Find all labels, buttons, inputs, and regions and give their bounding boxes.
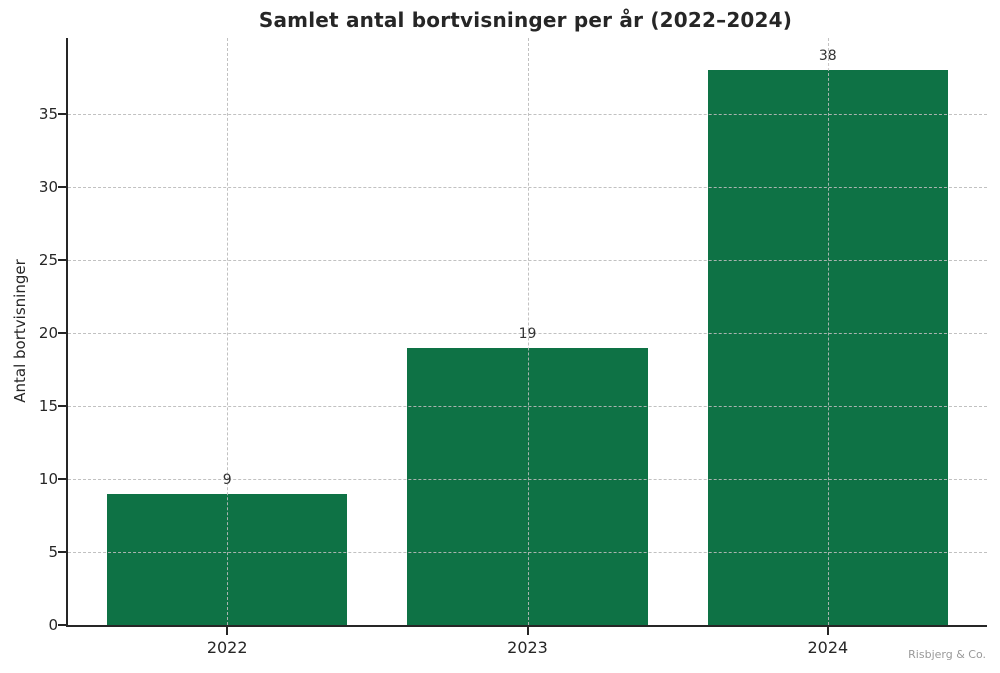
y-tick-mark: [58, 185, 66, 188]
y-tick-label: 10: [38, 469, 58, 488]
y-tick-label: 15: [38, 396, 58, 415]
y-tick-label: 20: [38, 323, 58, 342]
x-tick-mark: [526, 627, 529, 635]
footer-watermark: Risbjerg & Co.: [908, 648, 986, 661]
y-tick-mark: [58, 624, 66, 626]
y-tick-label: 5: [48, 542, 58, 561]
y-axis-label: Antal bortvisninger: [11, 259, 29, 403]
y-tick-mark: [58, 258, 66, 261]
y-tick-mark: [58, 404, 66, 407]
y-tick-mark: [58, 112, 66, 115]
x-tick-mark: [826, 627, 829, 635]
bar-value-label: 19: [518, 325, 537, 342]
x-tick-label: 2023: [507, 638, 548, 657]
bar-2023: [407, 347, 648, 625]
grid-line-v: [827, 38, 829, 625]
y-tick-mark: [58, 550, 66, 553]
y-tick-label: 0: [48, 616, 58, 634]
y-tick-label: 30: [38, 177, 58, 196]
bar-2022: [107, 493, 348, 625]
chart-title: Samlet antal bortvisninger per år (2022–…: [258, 8, 793, 32]
y-tick-label: 35: [38, 104, 58, 123]
y-tick-label: 25: [38, 250, 58, 269]
y-tick-mark: [58, 477, 66, 480]
bar-value-label: 9: [222, 471, 232, 488]
plot-area: 0 5 10 15 20 25 30 35 9 2022 19 2023 38 2024: [39, 38, 987, 657]
grid-line-v: [527, 38, 529, 625]
y-tick-mark: [58, 331, 66, 334]
grid-line-v: [227, 38, 229, 625]
x-tick-label: 2022: [206, 638, 248, 657]
x-tick-label: 2024: [807, 638, 849, 657]
bar-value-label: 38: [818, 48, 837, 65]
x-tick-mark: [226, 627, 229, 635]
